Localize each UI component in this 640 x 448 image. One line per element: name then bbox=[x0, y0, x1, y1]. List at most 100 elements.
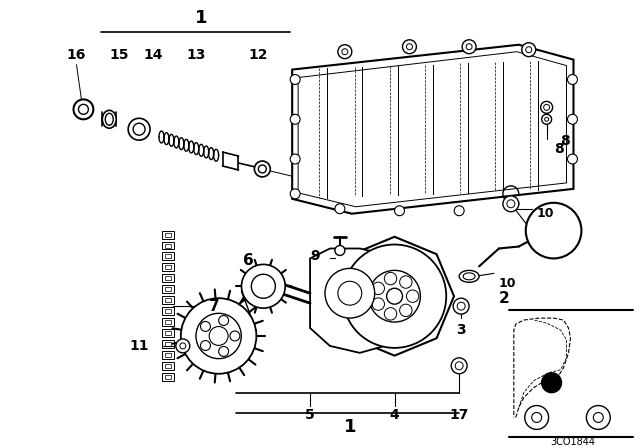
Circle shape bbox=[406, 290, 419, 302]
Circle shape bbox=[568, 114, 577, 124]
Text: 3: 3 bbox=[456, 323, 466, 337]
Bar bbox=[162, 263, 174, 271]
Circle shape bbox=[200, 322, 211, 332]
Circle shape bbox=[385, 272, 397, 285]
Circle shape bbox=[385, 308, 397, 320]
Bar bbox=[162, 340, 174, 348]
Circle shape bbox=[525, 203, 581, 258]
Circle shape bbox=[200, 340, 211, 350]
Bar bbox=[162, 274, 174, 282]
Circle shape bbox=[525, 405, 548, 429]
Text: 10: 10 bbox=[537, 207, 554, 220]
Circle shape bbox=[372, 298, 385, 310]
Circle shape bbox=[338, 45, 352, 59]
Circle shape bbox=[290, 154, 300, 164]
Polygon shape bbox=[292, 45, 573, 214]
Text: 1: 1 bbox=[195, 9, 207, 27]
Circle shape bbox=[387, 288, 403, 304]
Bar bbox=[165, 320, 171, 324]
Circle shape bbox=[525, 47, 532, 53]
Text: 8: 8 bbox=[554, 142, 563, 156]
Circle shape bbox=[74, 99, 93, 119]
Bar bbox=[165, 375, 171, 379]
Circle shape bbox=[394, 206, 404, 215]
Bar bbox=[162, 285, 174, 293]
Circle shape bbox=[399, 304, 412, 317]
Circle shape bbox=[509, 199, 519, 209]
Circle shape bbox=[541, 114, 552, 124]
Circle shape bbox=[230, 331, 240, 341]
Text: 12: 12 bbox=[248, 47, 268, 62]
Circle shape bbox=[325, 268, 374, 318]
Circle shape bbox=[252, 274, 275, 298]
Circle shape bbox=[128, 118, 150, 140]
Circle shape bbox=[593, 413, 604, 422]
Circle shape bbox=[335, 204, 345, 214]
Bar bbox=[165, 265, 171, 269]
Bar bbox=[162, 241, 174, 250]
Circle shape bbox=[586, 405, 611, 429]
Circle shape bbox=[338, 281, 362, 305]
Text: 15: 15 bbox=[109, 47, 129, 62]
Circle shape bbox=[335, 246, 345, 255]
Bar bbox=[165, 276, 171, 280]
Bar bbox=[165, 353, 171, 357]
Circle shape bbox=[522, 43, 536, 56]
Circle shape bbox=[372, 282, 385, 295]
Circle shape bbox=[453, 298, 469, 314]
Bar bbox=[162, 329, 174, 337]
Text: 7: 7 bbox=[209, 299, 220, 314]
Bar bbox=[165, 364, 171, 368]
Bar bbox=[165, 298, 171, 302]
Text: 17: 17 bbox=[449, 409, 469, 422]
Text: 14: 14 bbox=[143, 47, 163, 62]
Circle shape bbox=[466, 44, 472, 50]
Ellipse shape bbox=[463, 273, 475, 280]
Circle shape bbox=[343, 245, 446, 348]
Bar bbox=[162, 307, 174, 315]
Bar bbox=[165, 331, 171, 335]
Text: 10: 10 bbox=[499, 277, 516, 290]
Text: 1: 1 bbox=[344, 418, 356, 436]
Circle shape bbox=[241, 264, 285, 308]
Bar bbox=[162, 231, 174, 238]
Text: 13: 13 bbox=[186, 47, 205, 62]
Circle shape bbox=[79, 104, 88, 114]
Circle shape bbox=[454, 206, 464, 215]
Circle shape bbox=[209, 327, 228, 345]
Bar bbox=[162, 296, 174, 304]
Circle shape bbox=[219, 315, 228, 326]
Text: 6: 6 bbox=[243, 253, 254, 268]
Bar bbox=[165, 287, 171, 291]
Polygon shape bbox=[335, 237, 454, 356]
Circle shape bbox=[176, 339, 190, 353]
Ellipse shape bbox=[102, 110, 116, 128]
Text: 8: 8 bbox=[561, 134, 570, 148]
Circle shape bbox=[541, 373, 561, 392]
Circle shape bbox=[181, 298, 257, 374]
Circle shape bbox=[403, 40, 417, 54]
Circle shape bbox=[462, 40, 476, 54]
Circle shape bbox=[457, 302, 465, 310]
Circle shape bbox=[342, 49, 348, 55]
Circle shape bbox=[507, 200, 515, 208]
Circle shape bbox=[541, 101, 552, 113]
Circle shape bbox=[543, 104, 550, 110]
Ellipse shape bbox=[106, 113, 113, 125]
Circle shape bbox=[133, 123, 145, 135]
Circle shape bbox=[532, 413, 541, 422]
Bar bbox=[165, 342, 171, 346]
Bar bbox=[162, 253, 174, 260]
Bar bbox=[165, 254, 171, 258]
Bar bbox=[165, 244, 171, 247]
Circle shape bbox=[568, 154, 577, 164]
Circle shape bbox=[399, 276, 412, 288]
Text: 2: 2 bbox=[499, 291, 509, 306]
Bar bbox=[165, 233, 171, 237]
Circle shape bbox=[369, 270, 420, 322]
Circle shape bbox=[290, 74, 300, 85]
Circle shape bbox=[254, 161, 270, 177]
Polygon shape bbox=[310, 249, 394, 353]
Bar bbox=[162, 351, 174, 359]
Circle shape bbox=[545, 117, 548, 121]
